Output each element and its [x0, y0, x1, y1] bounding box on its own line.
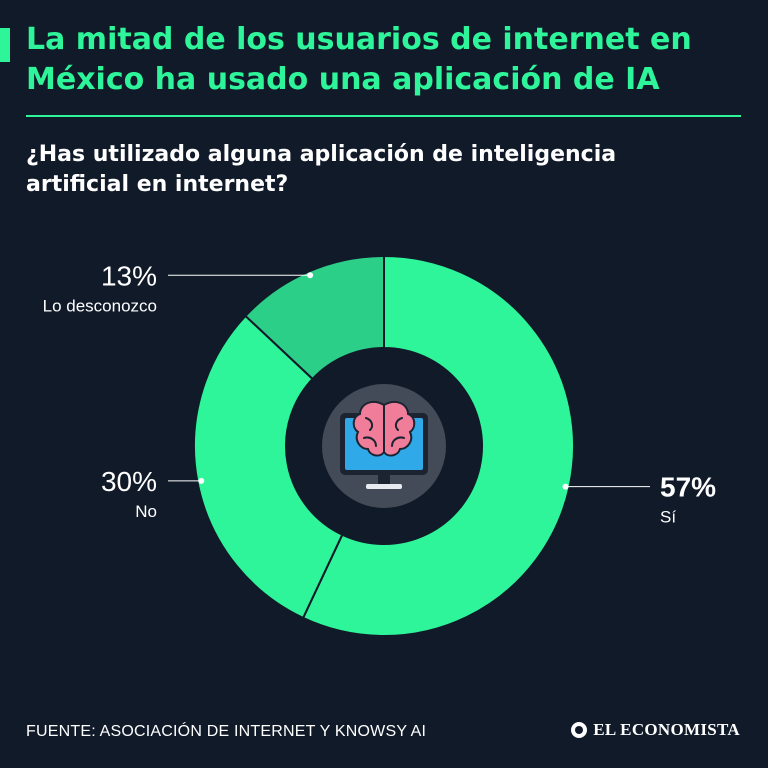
slice-category-label-1: Sí	[660, 508, 676, 527]
slice-category-label-2: No	[135, 502, 157, 521]
chart-question: ¿Has utilizado alguna aplicación de inte…	[26, 142, 617, 197]
donut-slice-1	[301, 254, 575, 637]
donut-slice-3	[244, 254, 385, 381]
donut-slices	[193, 254, 575, 637]
leader-dot-3	[307, 272, 314, 279]
monitor-stand	[366, 484, 402, 489]
slice-value-label-3: 13%	[101, 260, 157, 291]
brand-logo: EL ECONOMISTA	[571, 720, 740, 740]
page-title: La mitad de los usuarios de internet en …	[26, 22, 692, 97]
title-divider	[26, 115, 741, 117]
slice-value-label-2: 30%	[101, 466, 157, 497]
monitor-neck	[378, 475, 390, 484]
brain-icon	[352, 401, 416, 457]
slice-category-label-3: Lo desconozco	[43, 296, 157, 315]
slice-value-label-1: 57%	[660, 472, 716, 503]
brain-monitor-icon	[322, 384, 446, 508]
brand-name: EL ECONOMISTA	[593, 720, 740, 739]
donut-labels: 57% Sí 30% No 13% Lo desconozco	[43, 260, 717, 526]
leader-dot-1	[562, 483, 569, 490]
donut-slice-2	[193, 314, 344, 620]
brand-mark-icon	[571, 722, 588, 738]
source-note: FUENTE: ASOCIACIÓN DE INTERNET Y KNOWSY …	[26, 723, 427, 740]
donut-leader-lines	[168, 272, 650, 490]
title-accent-bar	[0, 28, 10, 62]
leader-dot-2	[198, 477, 205, 484]
